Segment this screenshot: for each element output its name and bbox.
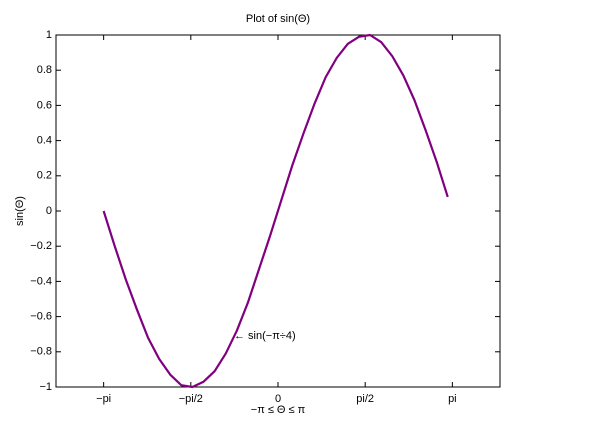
y-tick-label: −0.8 — [30, 346, 52, 358]
y-tick-label: −1 — [39, 381, 52, 393]
y-tick-label: −0.4 — [30, 275, 52, 287]
y-tick-label: 0.6 — [37, 99, 52, 111]
y-tick-label: 0.8 — [37, 64, 52, 76]
x-tick-label: pi — [448, 393, 457, 405]
y-tick-label: −0.2 — [30, 240, 52, 252]
y-tick-label: −0.6 — [30, 311, 52, 323]
y-tick-label: 0.2 — [37, 170, 52, 182]
y-axis-label: sin(Θ) — [14, 196, 26, 226]
y-tick-label: 1 — [46, 29, 52, 41]
y-tick-label: 0 — [46, 205, 52, 217]
x-tick-label: −pi/2 — [179, 393, 203, 405]
x-tick-label: −pi — [96, 393, 111, 405]
sine-line — [102, 33, 449, 389]
chart-title: Plot of sin(Θ) — [246, 13, 310, 25]
x-tick-label: pi/2 — [356, 393, 374, 405]
x-axis-label: −π ≤ Θ ≤ π — [251, 404, 306, 416]
x-tick-label: 0 — [275, 393, 281, 405]
annotation: ← sin(−π÷4) — [234, 330, 296, 342]
y-tick-label: 0.4 — [37, 135, 52, 147]
